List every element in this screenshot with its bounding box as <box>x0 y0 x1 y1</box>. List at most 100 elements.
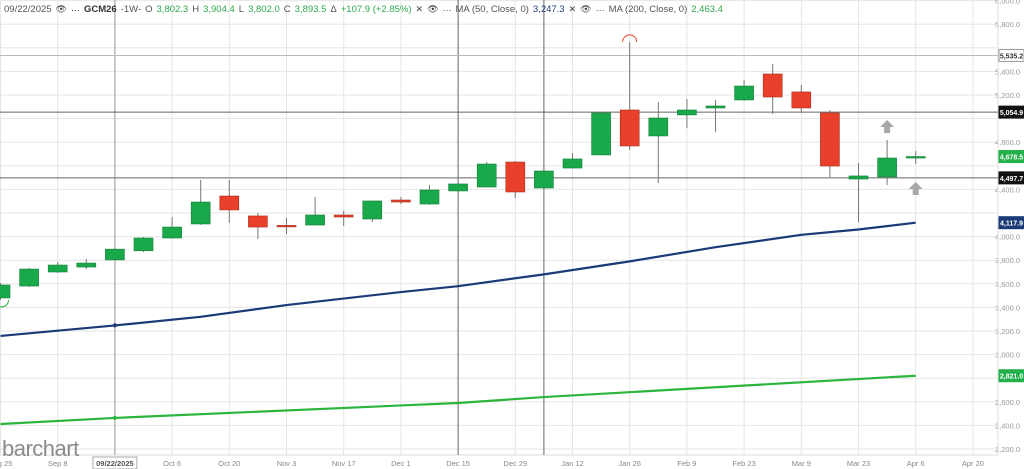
candle <box>219 179 240 224</box>
x-tick-label: Mar 9 <box>792 459 811 468</box>
ma200-value: 2,463.4 <box>691 4 723 15</box>
ma200-line <box>0 374 916 426</box>
ma50-label: MA (50, Close, 0) <box>455 4 529 15</box>
candle <box>562 153 583 169</box>
y-tick-label: 5,800.0 <box>995 20 1020 29</box>
x-tick-label: Oct 6 <box>163 459 181 468</box>
candle <box>391 196 411 205</box>
candle-body <box>105 248 125 261</box>
price-badge-label: 2,821.0 <box>1000 374 1023 381</box>
close-label: C <box>283 4 291 15</box>
candle-body <box>791 91 812 109</box>
x-tick-label: Apr 6 <box>907 459 925 468</box>
ellipsis-icon[interactable]: ··· <box>70 4 80 15</box>
y-tick-label: 5,400.0 <box>995 67 1020 76</box>
candle <box>333 210 354 226</box>
x-tick-label: Aug 25 <box>0 459 12 468</box>
price-badge-label: 4,497.7 <box>1000 176 1023 183</box>
candle <box>705 99 726 132</box>
candle-body <box>248 215 268 228</box>
high-marker-icon <box>622 34 638 42</box>
price-badge-label: 5,535.2 <box>1000 53 1023 60</box>
candle <box>362 200 383 222</box>
symbol: GCM26 <box>83 4 117 15</box>
x-tick-label: Dec 29 <box>503 459 527 468</box>
y-tick-label: 2,400.0 <box>995 421 1020 430</box>
candle <box>0 282 11 300</box>
x-tick-label: Dec 1 <box>391 459 411 468</box>
candle-body <box>905 156 926 159</box>
candle <box>905 151 926 165</box>
candle <box>19 267 39 287</box>
x-tick-label: Jan 12 <box>561 459 584 468</box>
y-tick-label: 2,200.0 <box>995 445 1020 454</box>
candle-body <box>705 105 726 109</box>
candle-body <box>133 237 154 252</box>
y-tick-label: 2,600.0 <box>995 398 1020 407</box>
x-tick-label: Apr 20 <box>962 459 984 468</box>
x-tick-label: Nov 17 <box>332 459 356 468</box>
x-tick-label: Feb 9 <box>677 459 696 468</box>
open-value: 3,802.3 <box>156 4 189 15</box>
y-tick-label: 4,000.0 <box>995 233 1020 242</box>
ellipsis-icon[interactable]: ··· <box>442 4 452 15</box>
candle <box>619 41 640 150</box>
candle <box>820 109 840 178</box>
price-badge <box>998 216 1024 230</box>
candle <box>47 261 68 273</box>
candle-body <box>648 117 669 137</box>
close-value: 3,893.5 <box>294 4 327 15</box>
y-tick-label: 4,800.0 <box>995 138 1020 147</box>
y-tick-label: 3,600.0 <box>995 280 1020 289</box>
price-badge-label: 4,117.9 <box>1000 221 1023 228</box>
eye-icon[interactable]: 👁 <box>427 4 439 14</box>
high-value: 3,904.4 <box>203 4 235 15</box>
crosshair-marker <box>112 323 117 328</box>
candle <box>534 168 554 189</box>
candle-body <box>362 200 383 220</box>
eye-icon[interactable]: 👁 <box>55 4 67 14</box>
candle-body <box>76 262 97 268</box>
ma200-label: MA (200, Close, 0) <box>608 4 688 15</box>
candle <box>105 247 125 261</box>
x-tick-label: Dec 15 <box>446 459 470 468</box>
candle-body <box>162 226 182 239</box>
candle <box>419 185 440 205</box>
eye-icon[interactable]: 👁 <box>580 4 592 14</box>
candle-body <box>219 195 240 211</box>
price-badge <box>998 171 1024 185</box>
up-arrow-icon <box>880 120 895 133</box>
candle-body <box>19 268 39 287</box>
change-label: Δ <box>330 4 337 15</box>
y-tick-label: 3,200.0 <box>995 327 1020 336</box>
close-icon[interactable]: ✕ <box>415 4 424 14</box>
ma50-value: 3,247.3 <box>532 4 565 15</box>
candle <box>448 182 468 192</box>
candle <box>877 139 897 186</box>
y-tick-label: 5,200.0 <box>995 91 1020 100</box>
candle-body <box>562 158 583 169</box>
candle-body <box>619 109 640 147</box>
price-badge <box>998 150 1024 164</box>
candle <box>248 213 268 239</box>
crosshair-date-box <box>92 456 138 469</box>
candle <box>848 162 869 222</box>
candle-body <box>877 157 897 178</box>
candle-body <box>276 225 297 228</box>
candle-body <box>534 170 554 189</box>
ellipsis-icon[interactable]: ··· <box>595 4 605 15</box>
candle <box>505 161 526 199</box>
candle-body <box>448 183 468 192</box>
candle-body <box>190 201 211 225</box>
close-icon[interactable]: ✕ <box>568 4 577 14</box>
ma50-line <box>0 221 916 338</box>
price-badge <box>998 369 1024 383</box>
price-badge <box>998 48 1024 62</box>
candle-body <box>820 112 840 167</box>
candle-body <box>47 264 68 273</box>
candle <box>734 80 754 101</box>
candle <box>305 196 325 226</box>
open-label: O <box>145 4 153 15</box>
cursor-date: 09/22/2025 <box>4 4 52 15</box>
